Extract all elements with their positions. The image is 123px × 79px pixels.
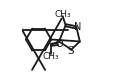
Text: S: S	[67, 46, 74, 56]
Text: CH₃: CH₃	[55, 10, 71, 19]
Text: CH₃: CH₃	[43, 52, 59, 61]
Text: N: N	[74, 22, 81, 32]
Text: O: O	[56, 39, 63, 49]
